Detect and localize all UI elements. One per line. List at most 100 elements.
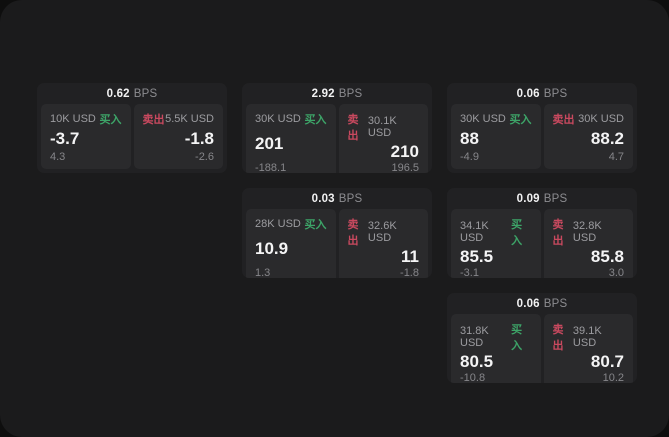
quote-grid: 0.62 BPS 10K USD 买入 -3.7 4.3 卖出 5.5K USD… [37,83,637,383]
quote-body: 30K USD 买入 201 -188.1 卖出 30.1K USD 210 1… [242,104,432,173]
buy-price: 80.5 [460,352,494,371]
buy-panel[interactable]: 30K USD 买入 201 -188.1 [246,104,336,173]
buy-price: -3.7 [50,128,80,148]
buy-panel-top: 31.8K USD 买入 [460,321,532,353]
buy-panel-top: 30K USD 买入 [255,111,327,127]
bps-unit-label: BPS [133,87,158,100]
sell-panel-top: 卖出 32.6K USD [348,216,420,248]
bps-unit-label: BPS [543,192,568,205]
sell-price: 80.7 [590,352,624,371]
buy-delta: 4.3 [50,151,66,163]
buy-panel[interactable]: 34.1K USD 买入 85.5 -3.1 [451,209,541,278]
sell-delta: -1.8 [400,266,419,278]
sell-panel[interactable]: 卖出 5.5K USD -1.8 -2.6 [133,104,223,169]
buy-panel[interactable]: 30K USD 买入 88 -4.9 [451,104,541,169]
sell-panel[interactable]: 卖出 39.1K USD 80.7 10.2 [543,314,633,383]
bps-header: 0.06 BPS [447,293,637,314]
sell-delta: -2.6 [195,151,214,163]
buy-price: 85.5 [460,247,494,266]
sell-delta: 3.0 [608,266,624,278]
quote-card: 2.92 BPS 30K USD 买入 201 -188.1 卖出 30.1K … [242,83,432,173]
quote-body: 30K USD 买入 88 -4.9 卖出 30K USD 88.2 4.7 [447,104,637,173]
buy-panel-top: 10K USD 买入 [50,111,122,127]
bps-header: 0.06 BPS [447,83,637,104]
buy-size-label: 30K USD [255,113,301,125]
quote-body: 34.1K USD 买入 85.5 -3.1 卖出 32.8K USD 85.8… [447,209,637,278]
quote-card: 0.03 BPS 28K USD 买入 10.9 1.3 卖出 32.6K US… [242,188,432,278]
sell-delta: 10.2 [602,371,624,383]
buy-panel-top: 30K USD 买入 [460,111,532,127]
buy-panel-top: 34.1K USD 买入 [460,216,532,248]
sell-price: 85.8 [590,247,624,266]
sell-panel-top: 卖出 30K USD [553,111,625,127]
bps-value: 0.09 [516,192,540,205]
sell-price: 210 [390,142,419,161]
buy-size-label: 34.1K USD [460,220,489,244]
buy-price: 201 [255,134,284,153]
bps-value: 2.92 [311,87,335,100]
quote-card: 0.06 BPS 30K USD 买入 88 -4.9 卖出 30K USD 8… [447,83,637,173]
quote-body: 10K USD 买入 -3.7 4.3 卖出 5.5K USD -1.8 -2.… [37,104,227,173]
buy-panel[interactable]: 31.8K USD 买入 80.5 -10.8 [451,314,541,383]
bps-unit-label: BPS [543,297,568,310]
sell-panel-top: 卖出 39.1K USD [553,321,625,353]
sell-side-label: 卖出 [552,324,564,352]
buy-delta: -4.9 [460,151,479,163]
sell-side-label: 卖出 [347,114,359,142]
bps-header: 0.62 BPS [37,83,227,104]
sell-price: -1.8 [184,128,214,148]
buy-side-label: 买入 [304,114,327,126]
bps-value: 0.62 [106,87,130,100]
sell-size-label: 30K USD [578,113,624,125]
buy-side-label: 买入 [509,114,532,126]
sell-size-label: 30.1K USD [367,115,397,139]
bps-unit-label: BPS [338,192,363,205]
bps-value: 0.03 [311,192,335,205]
buy-panel[interactable]: 28K USD 买入 10.9 1.3 [246,209,336,278]
bps-unit-label: BPS [543,87,568,100]
bps-unit-label: BPS [338,87,363,100]
sell-delta: 4.7 [608,151,624,163]
sell-side-label: 卖出 [142,114,165,126]
buy-side-label: 买入 [511,219,523,247]
bps-header: 0.09 BPS [447,188,637,209]
sell-delta: 196.5 [391,161,419,173]
sell-size-label: 39.1K USD [572,325,602,349]
buy-size-label: 28K USD [255,218,301,230]
bps-value: 0.06 [516,87,540,100]
bps-header: 0.03 BPS [242,188,432,209]
buy-size-label: 31.8K USD [460,325,489,349]
buy-delta: -10.8 [460,371,486,383]
sell-size-label: 5.5K USD [165,113,214,125]
sell-price: 11 [401,247,419,266]
quote-card: 0.06 BPS 31.8K USD 买入 80.5 -10.8 卖出 39.1… [447,293,637,383]
buy-price: 10.9 [255,239,289,258]
buy-size-label: 10K USD [50,113,96,125]
sell-side-label: 卖出 [347,219,359,247]
buy-side-label: 买入 [304,219,327,231]
buy-price: 88 [460,128,479,148]
buy-delta: -3.1 [460,266,479,278]
buy-size-label: 30K USD [460,113,506,125]
quote-body: 31.8K USD 买入 80.5 -10.8 卖出 39.1K USD 80.… [447,314,637,383]
buy-panel-top: 28K USD 买入 [255,216,327,232]
sell-side-label: 卖出 [552,219,564,247]
sell-panel-top: 卖出 32.8K USD [553,216,625,248]
sell-size-label: 32.6K USD [367,220,397,244]
buy-panel[interactable]: 10K USD 买入 -3.7 4.3 [41,104,131,169]
sell-panel[interactable]: 卖出 30.1K USD 210 196.5 [338,104,428,173]
quote-card: 0.62 BPS 10K USD 买入 -3.7 4.3 卖出 5.5K USD… [37,83,227,173]
sell-size-label: 32.8K USD [572,220,602,244]
buy-delta: -188.1 [255,161,287,173]
sell-panel-top: 卖出 5.5K USD [143,111,215,127]
quote-card: 0.09 BPS 34.1K USD 买入 85.5 -3.1 卖出 32.8K… [447,188,637,278]
sell-panel[interactable]: 卖出 32.6K USD 11 -1.8 [338,209,428,278]
sell-panel[interactable]: 卖出 30K USD 88.2 4.7 [543,104,633,169]
bps-header: 2.92 BPS [242,83,432,104]
bps-value: 0.06 [516,297,540,310]
sell-price: 88.2 [590,128,624,148]
sell-side-label: 卖出 [552,114,575,126]
sell-panel[interactable]: 卖出 32.8K USD 85.8 3.0 [543,209,633,278]
sell-panel-top: 卖出 30.1K USD [348,111,420,143]
